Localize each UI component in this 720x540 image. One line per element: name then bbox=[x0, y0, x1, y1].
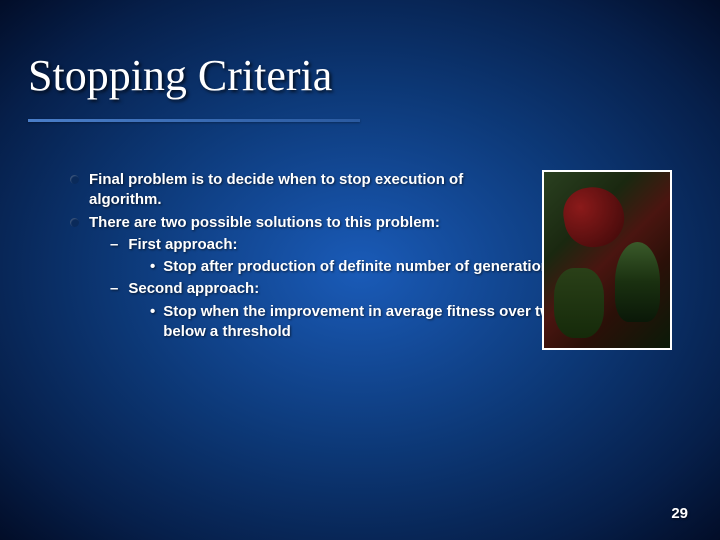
bullet-marker-icon bbox=[70, 218, 79, 227]
dash-marker-icon: – bbox=[110, 279, 118, 299]
bullet-text: First approach: bbox=[128, 235, 237, 255]
bullet-marker-icon bbox=[70, 175, 79, 184]
bullet-text: Second approach: bbox=[128, 279, 259, 299]
dot-marker-icon: • bbox=[150, 302, 155, 343]
dot-marker-icon: • bbox=[150, 257, 155, 277]
image-shape bbox=[554, 268, 604, 338]
bullet-text: Final problem is to decide when to stop … bbox=[89, 170, 509, 211]
slide-title: Stopping Criteria bbox=[28, 50, 692, 119]
title-block: Stopping Criteria bbox=[28, 50, 692, 122]
page-number: 29 bbox=[671, 505, 688, 522]
dash-marker-icon: – bbox=[110, 235, 118, 255]
title-underline bbox=[28, 119, 360, 122]
bullet-text: There are two possible solutions to this… bbox=[89, 213, 440, 233]
bullet-text: Stop after production of definite number… bbox=[163, 257, 558, 277]
image-shape bbox=[559, 182, 629, 252]
decorative-image bbox=[542, 170, 672, 350]
image-shape bbox=[615, 242, 660, 322]
